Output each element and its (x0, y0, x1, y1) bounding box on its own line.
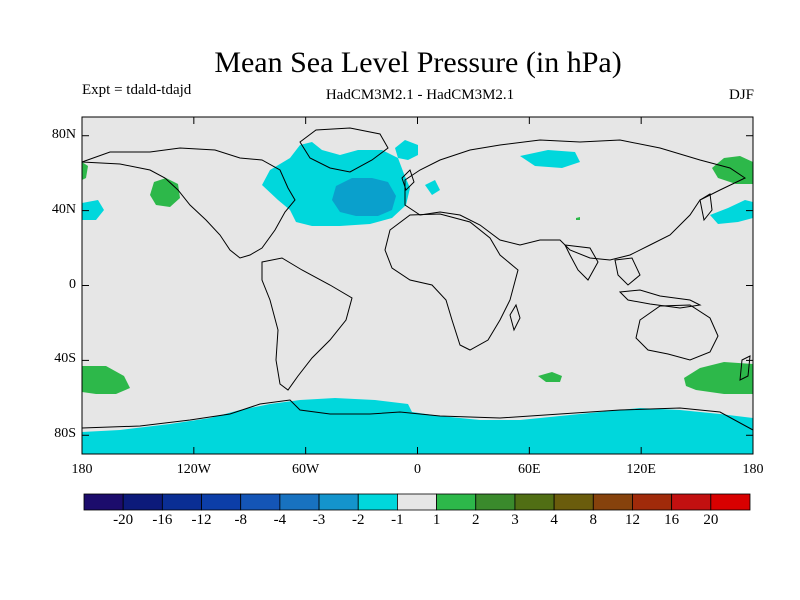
colorbar-swatch (710, 493, 751, 511)
lon-tick-label: 0 (414, 462, 421, 477)
colorbar-swatch (357, 493, 398, 511)
north-pacific-negative-region (82, 200, 104, 220)
greenland-negative-region (395, 140, 418, 160)
colorbar-label: -1 (391, 512, 404, 528)
alaska-positive-edge (82, 162, 88, 180)
colorbar-label: -20 (113, 512, 134, 528)
japan-coastline (699, 193, 713, 222)
colorbar-label: 1 (432, 512, 441, 528)
north-america-coastline (81, 147, 296, 259)
colorbar-swatch (553, 493, 594, 511)
colorbar-swatch (514, 493, 555, 511)
india-coastline (564, 244, 599, 281)
colorbar-swatch (122, 493, 163, 511)
colorbar-label: -16 (152, 512, 173, 528)
colorbar-label: -12 (191, 512, 212, 528)
australia-coastline (635, 304, 719, 361)
sea-negative-region (425, 180, 440, 195)
chart-title: Mean Sea Level Pressure (in hPa) (214, 46, 622, 79)
west-pacific-negative-region (710, 200, 753, 224)
south-pacific-positive-region (82, 366, 130, 394)
colorbar-label: 8 (589, 512, 598, 528)
anomaly-fills (82, 140, 753, 454)
coastlines (81, 127, 754, 431)
north-atlantic-strong-negative-region (332, 178, 396, 216)
colorbar-label: 16 (664, 512, 680, 528)
colorbar-label: -3 (312, 512, 326, 528)
colorbar-label: 20 (703, 512, 719, 528)
experiment-label: Expt = tdald-tdajd (82, 82, 192, 98)
lon-tick-label: 60W (292, 462, 320, 477)
colorbar-label: 2 (472, 512, 480, 528)
new-zealand-coastline (739, 355, 751, 381)
colorbar-label: 12 (624, 512, 640, 528)
antarctica-coastline (81, 399, 754, 431)
lon-tick-label: 180 (71, 462, 93, 477)
colorbar-swatch (161, 493, 202, 511)
colorbar-swatch (201, 493, 242, 511)
lat-tick-label: 40N (51, 201, 76, 217)
lat-tick-label: 80N (51, 126, 76, 142)
colorbar-swatch (83, 493, 124, 511)
colorbar-label: 4 (550, 512, 558, 528)
season-label: DJF (728, 87, 754, 103)
south-america-coastline (261, 257, 353, 391)
lon-tick-label: 120E (626, 462, 656, 477)
axes-frame (81, 116, 754, 455)
colorbar-swatch (279, 493, 320, 511)
lon-tick-label: 60E (518, 462, 541, 477)
central-asia-positive-dot (576, 217, 580, 220)
southern-ocean-negative-region (82, 398, 753, 454)
colorbar-label: 3 (511, 512, 519, 528)
colorbar-swatch (592, 493, 633, 511)
colorbar-swatch (397, 493, 437, 511)
colorbar-swatch (436, 493, 477, 511)
map-background (82, 117, 753, 454)
africa-coastline (384, 213, 519, 351)
colorbar-swatch (475, 493, 516, 511)
uk-coastline (401, 169, 415, 191)
lat-tick-label: 0 (69, 276, 76, 292)
colorbar-swatch (671, 493, 712, 511)
model-label: HadCM3M2.1 - HadCM3M2.1 (325, 87, 515, 103)
eurasia-coastline (404, 139, 747, 261)
colorbar-label: -2 (351, 512, 365, 528)
lat-tick-label: 40S (54, 351, 76, 367)
colorbar-label: -8 (234, 512, 247, 528)
southwest-pacific-positive-region (684, 362, 753, 394)
lon-tick-label: 120W (176, 462, 211, 477)
greenland-coastline (299, 127, 389, 173)
colorbar-swatch (240, 493, 281, 511)
east-asia-negative-region (520, 150, 580, 168)
lon-tick-label: 180 (742, 462, 764, 477)
colorbar-label: -4 (273, 512, 287, 528)
colorbar-swatch (632, 493, 673, 511)
lat-tick-label: 80S (54, 426, 76, 442)
madagascar-coastline (509, 303, 521, 332)
southeast-asia-coastline (614, 257, 641, 286)
colorbar-swatch (318, 493, 359, 511)
colorbar (83, 493, 751, 511)
indonesia-coastline (618, 289, 702, 309)
southern-indian-positive-region (538, 372, 562, 382)
